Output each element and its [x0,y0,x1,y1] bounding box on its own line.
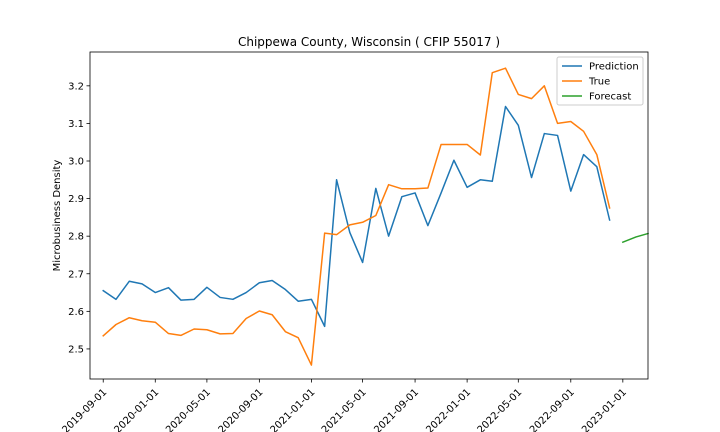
y-tick-label: 3.2 [68,81,84,92]
x-tick-label: 2020-09-01 [217,387,266,432]
axes-frame [89,51,649,380]
x-tick-label: 2021-05-01 [320,387,369,432]
x-tick-label: 2021-01-01 [269,387,318,432]
y-tick-label: 2.7 [68,269,84,280]
legend-label-forecast: Forecast [589,92,631,103]
y-tick-label: 2.5 [68,344,84,355]
chart-title: Chippewa County, Wisconsin ( CFIP 55017 … [238,35,500,49]
y-tick-label: 2.6 [68,307,84,318]
y-tick-label: 3.0 [68,157,84,168]
x-axis: 2019-09-01 2020-01-01 2020-05-01 2020-09-01… [60,379,629,432]
y-tick-label: 2.9 [68,194,84,205]
x-tick-label: 2022-01-01 [424,387,473,432]
y-axis-label: Microbusiness Density [52,160,63,272]
x-tick-label: 2022-05-01 [476,387,525,432]
legend: Prediction True Forecast [556,56,644,106]
series-line-prediction [102,105,611,328]
axes-border [89,51,649,380]
y-tick-label: 3.1 [68,119,84,130]
legend-box [556,56,644,106]
series-line-forecast [621,232,649,244]
y-axis: 2.5 2.6 2.7 2.8 2.9 3.0 3.1 3.2 [68,81,90,355]
x-tick-label: 2022-09-01 [528,387,577,432]
x-tick-label: 2020-01-01 [113,387,162,432]
x-tick-label: 2019-09-01 [60,387,109,432]
legend-label-true: True [588,77,610,88]
x-tick-label: 2020-05-01 [164,387,213,432]
legend-label-prediction: Prediction [589,62,639,73]
series-lines [102,67,649,366]
y-tick-label: 2.8 [68,232,84,243]
x-tick-label: 2023-01-01 [580,387,629,432]
series-line-true [102,67,611,366]
x-tick-label: 2021-09-01 [372,387,421,432]
